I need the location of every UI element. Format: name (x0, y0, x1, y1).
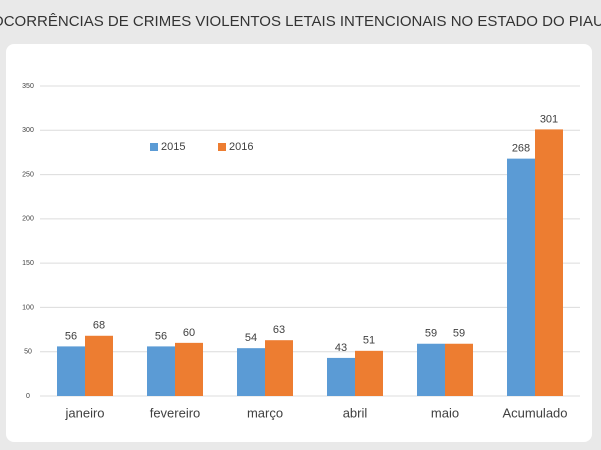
x-tick-label: março (247, 405, 283, 420)
legend-label: 2016 (229, 141, 253, 153)
value-label: 56 (65, 330, 77, 342)
y-tick-label: 0 (26, 393, 30, 400)
value-label: 54 (245, 332, 257, 344)
bar (85, 335, 113, 396)
x-tick-label: abril (343, 405, 368, 420)
value-label: 63 (273, 324, 285, 336)
x-tick-label: maio (431, 405, 459, 420)
y-tick-label: 300 (22, 127, 34, 134)
y-tick-label: 100 (22, 304, 34, 311)
bar (327, 357, 355, 396)
value-label: 56 (155, 330, 167, 342)
y-tick-label: 150 (22, 260, 34, 267)
legend-swatch (150, 143, 158, 151)
value-label: 51 (363, 335, 375, 347)
bar (535, 129, 563, 396)
bar (265, 340, 293, 396)
value-label: 60 (183, 327, 195, 339)
bar (355, 350, 383, 396)
value-label: 59 (453, 328, 465, 340)
x-tick-label: Acumulado (502, 405, 567, 420)
bar (57, 346, 85, 396)
bar (175, 342, 203, 396)
value-label: 59 (425, 328, 437, 340)
chart-title: OCORRÊNCIAS DE CRIMES VIOLENTOS LETAIS I… (0, 13, 601, 30)
legend-label: 2015 (161, 141, 185, 153)
value-label: 43 (335, 342, 347, 354)
y-tick-label: 200 (22, 216, 34, 223)
x-tick-label: janeiro (64, 405, 104, 420)
value-label: 68 (93, 320, 105, 332)
bar (147, 346, 175, 396)
y-tick-label: 250 (22, 171, 34, 178)
bar (237, 348, 265, 396)
bar (417, 343, 445, 396)
bar (445, 343, 473, 396)
value-label: 301 (540, 113, 558, 125)
y-tick-label: 50 (24, 349, 32, 356)
y-tick-label: 350 (22, 83, 34, 90)
x-tick-label: fevereiro (150, 405, 201, 420)
value-label: 268 (512, 143, 530, 155)
bar (507, 158, 535, 396)
legend-swatch (218, 143, 226, 151)
